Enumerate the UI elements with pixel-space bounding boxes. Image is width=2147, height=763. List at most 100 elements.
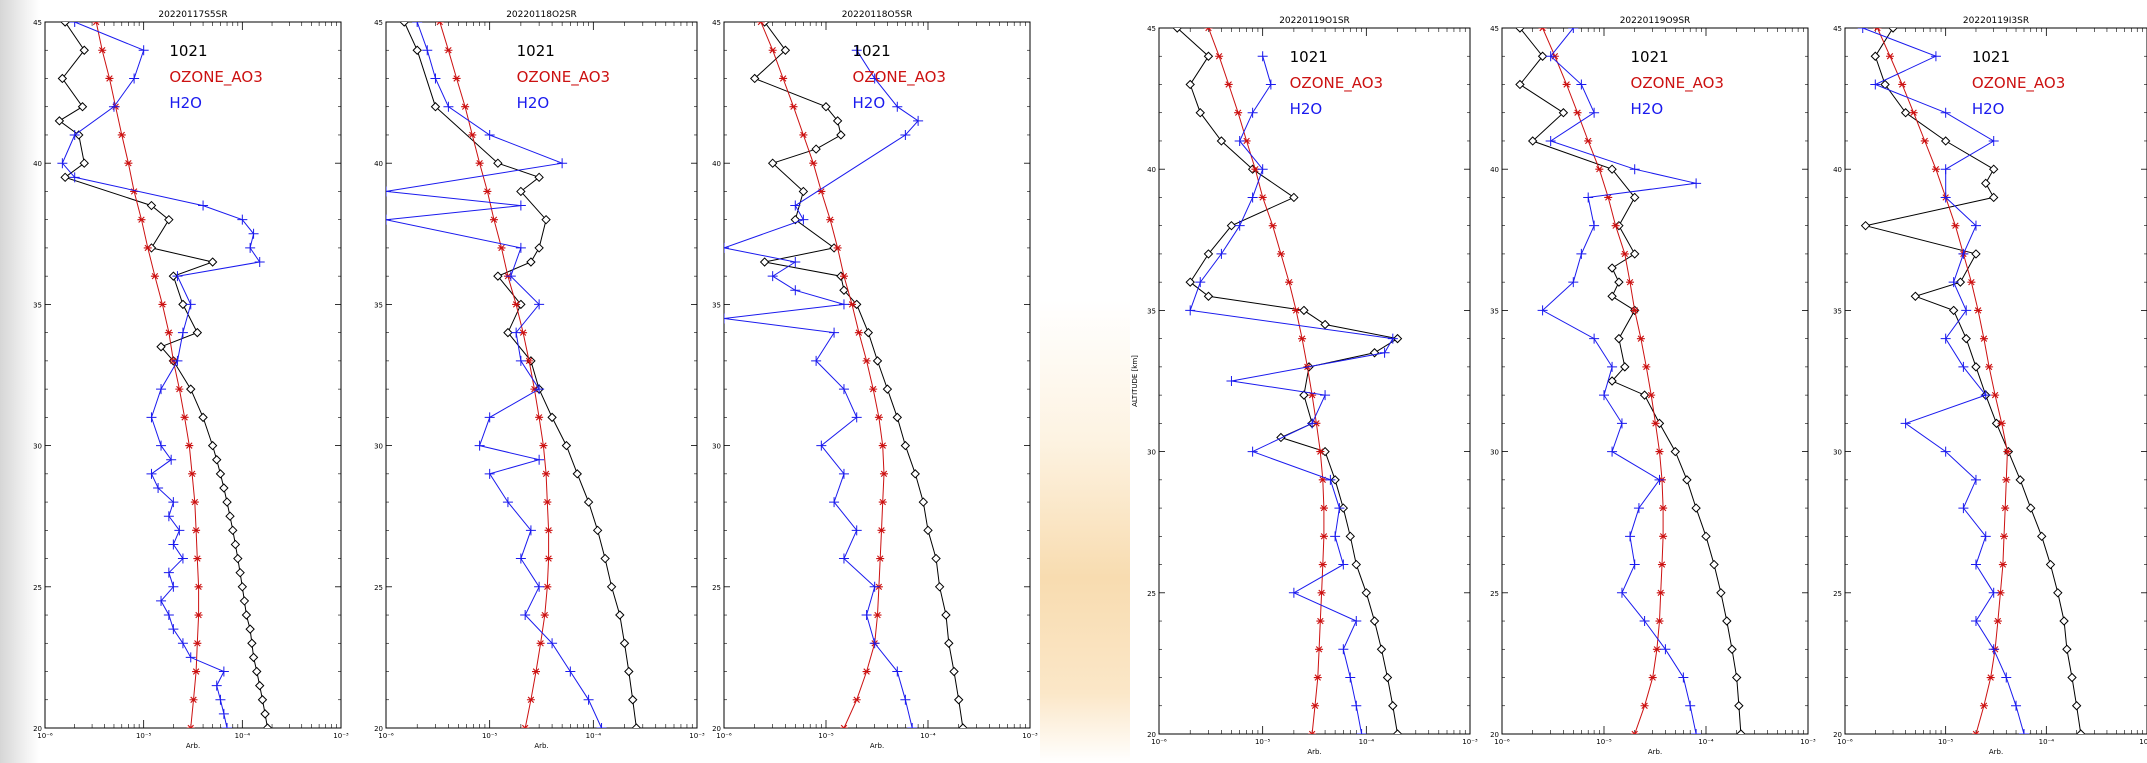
- y-tick-label: 35: [1833, 307, 1842, 315]
- data-point-h2o: [168, 581, 179, 592]
- data-point-1021: [1981, 178, 1991, 189]
- legend-ozone-ao3: OZONE_AO3: [853, 68, 946, 87]
- data-point-h2o: [69, 129, 80, 140]
- data-point-1021: [941, 610, 951, 620]
- data-point-1021: [235, 567, 245, 578]
- data-point-ozone-ao3: [137, 216, 146, 223]
- y-tick-label: 25: [1833, 590, 1842, 598]
- data-point-1021: [225, 511, 235, 521]
- data-point-h2o: [168, 539, 179, 550]
- data-point-1021: [1971, 249, 1981, 259]
- data-point-h2o: [69, 22, 80, 27]
- data-point-ozone-ao3: [98, 47, 107, 54]
- data-point-1021: [219, 483, 229, 493]
- data-point-ozone-ao3: [1657, 561, 1666, 568]
- y-tick-label: 40: [1490, 166, 1499, 174]
- data-point-h2o: [511, 327, 522, 338]
- data-point-1021: [2053, 588, 2063, 598]
- y-tick-label: 30: [33, 443, 42, 451]
- data-point-1021: [572, 469, 582, 479]
- data-point-h2o: [177, 327, 188, 338]
- data-point-1021: [526, 257, 536, 267]
- data-point-ozone-ao3: [862, 668, 871, 675]
- data-point-h2o: [156, 440, 167, 451]
- panel-3: 20220118O5SR 10⁻⁶ 10⁻⁵ 10⁻⁴ 10⁻³ Arb. 20 25 30 35…: [712, 10, 1038, 750]
- data-point-1021: [918, 497, 929, 507]
- data-point-1021: [534, 172, 544, 183]
- data-point-1021: [1900, 108, 1911, 118]
- data-point-1021: [255, 680, 265, 691]
- series-line-1021: [1176, 28, 1399, 734]
- data-point-ozone-ao3: [526, 696, 535, 703]
- data-point-h2o: [2011, 700, 2022, 711]
- data-point-1021: [749, 73, 760, 84]
- data-point-ozone-ao3: [1640, 702, 1649, 709]
- data-point-1021: [178, 299, 188, 310]
- data-point-ozone-ao3: [1652, 646, 1661, 653]
- data-point-ozone-ao3: [1985, 363, 1994, 371]
- x-tick-label: 10⁻⁴: [1359, 738, 1375, 746]
- x-tick-label: 10⁻⁴: [920, 732, 936, 740]
- x-tick-label: 10⁻⁵: [1255, 738, 1271, 746]
- data-point-1021: [1614, 277, 1624, 287]
- data-point-h2o: [829, 327, 840, 338]
- data-point-ozone-ao3: [2002, 476, 2011, 484]
- data-point-1021: [892, 412, 903, 423]
- data-point-h2o: [1307, 418, 1318, 429]
- series-line-1021: [58, 22, 268, 728]
- data-point-h2o: [146, 468, 157, 479]
- data-point-1021: [624, 666, 634, 677]
- legend-h2o: H2O: [169, 94, 202, 112]
- y-tick-label: 45: [374, 19, 383, 27]
- legend-ozone-ao3: OZONE_AO3: [1972, 74, 2065, 93]
- data-point-ozone-ao3: [862, 357, 871, 365]
- data-point-h2o: [1247, 107, 1258, 118]
- data-point-ozone-ao3: [1655, 617, 1664, 625]
- data-point-1021: [931, 553, 941, 564]
- data-point-ozone-ao3: [535, 414, 544, 421]
- plot-frame: [44, 21, 342, 729]
- data-point-h2o: [69, 172, 80, 183]
- data-point-h2o: [1338, 644, 1349, 655]
- data-point-ozone-ao3: [188, 470, 197, 478]
- data-point-h2o: [1607, 361, 1618, 372]
- data-point-1021: [1961, 333, 1971, 344]
- data-point-h2o: [534, 299, 545, 310]
- data-point-1021: [821, 102, 831, 112]
- data-point-h2o: [484, 468, 495, 479]
- data-point-1021: [230, 539, 241, 550]
- series-line-1021: [403, 22, 637, 728]
- data-point-1021: [252, 666, 262, 677]
- data-point-h2o: [1334, 503, 1345, 514]
- data-point-1021: [1299, 305, 1309, 316]
- legend-1021: 1021: [169, 42, 207, 60]
- data-point-1021: [2045, 559, 2056, 570]
- panel-2: 20220118O2SR 10⁻⁶ 10⁻⁵ 10⁻⁴ 10⁻³ Arb. 20 25 30 35…: [374, 10, 705, 750]
- data-point-1021: [583, 497, 594, 507]
- data-point-1021: [1320, 319, 1330, 330]
- data-point-h2o: [1351, 700, 1362, 711]
- panel-5: 20220119O9SR 10⁻⁶ 10⁻⁵ 10⁻⁴ 10⁻³ Arb. 20 25 30 35…: [1490, 16, 1816, 756]
- data-point-h2o: [557, 158, 568, 169]
- data-point-ozone-ao3: [542, 470, 551, 478]
- data-point-h2o: [1247, 192, 1258, 203]
- x-tick-label: 10⁻⁵: [1938, 738, 1954, 746]
- data-point-1021: [493, 271, 503, 281]
- data-point-ozone-ao3: [1986, 674, 1995, 681]
- data-point-1021: [77, 102, 88, 112]
- data-point-h2o: [185, 299, 196, 310]
- legend-h2o: H2O: [517, 94, 550, 112]
- legend-ozone-ao3: OZONE_AO3: [1290, 74, 1383, 93]
- data-point-h2o: [1970, 616, 1981, 627]
- data-point-1021: [233, 553, 243, 564]
- data-point-h2o: [1257, 164, 1268, 175]
- y-tick-label: 45: [712, 19, 721, 27]
- data-point-h2o: [153, 482, 164, 493]
- y-tick-label: 40: [33, 160, 42, 168]
- x-axis-label: Arb.: [1648, 748, 1662, 756]
- data-point-ozone-ao3: [532, 668, 541, 675]
- data-point-1021: [192, 327, 203, 338]
- data-point-1021: [1988, 164, 1999, 174]
- data-point-1021: [399, 22, 409, 27]
